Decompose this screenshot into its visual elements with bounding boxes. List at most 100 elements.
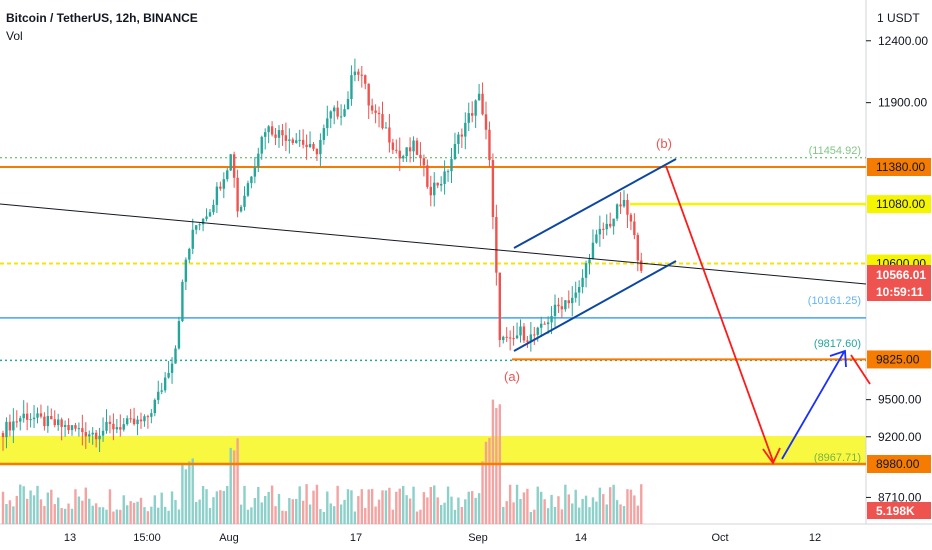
candle-body: [160, 390, 163, 392]
volume-bar: [94, 503, 98, 524]
candle-body: [615, 204, 619, 219]
volume-bar: [619, 504, 622, 524]
volume-bar: [170, 491, 174, 524]
candle-body: [119, 427, 122, 430]
volume-bar: [174, 499, 177, 524]
chart-legend: Bitcoin / TetherUS, 12h, BINANCE Vol: [6, 9, 198, 45]
volume-bar: [184, 469, 188, 524]
volume-bar: [519, 498, 522, 524]
candle-body: [574, 292, 577, 298]
volume-bar: [329, 503, 332, 524]
candle-body: [460, 134, 464, 137]
volume-badge: [867, 502, 931, 519]
candle-body: [515, 335, 519, 339]
candle-body: [139, 419, 143, 422]
volume-bar: [146, 511, 150, 524]
wave-b-label: (b): [656, 136, 672, 151]
candle-body: [129, 418, 132, 420]
volume-bar: [198, 499, 201, 524]
candle-body: [526, 340, 529, 342]
volume-bar: [277, 494, 281, 524]
volume-bar: [88, 498, 91, 524]
candle-body: [298, 139, 301, 141]
volume-badge-label: 5.198K: [876, 504, 915, 518]
volume-bar: [108, 489, 112, 524]
candle-body: [232, 154, 236, 178]
volume-bar: [457, 497, 460, 524]
candle-body: [336, 107, 339, 117]
channel-lower-line: [513, 260, 677, 352]
volume-bar: [364, 507, 367, 524]
candle-body: [408, 147, 412, 152]
volume-bar: [584, 495, 588, 524]
candle-body: [464, 122, 467, 137]
volume-bar: [508, 484, 512, 524]
candle-body: [153, 399, 156, 414]
candle-body: [567, 300, 570, 304]
volume-bar: [115, 509, 119, 524]
volume-bar: [77, 496, 81, 524]
volume-bar: [609, 487, 612, 524]
countdown-label: 10:59:11: [876, 285, 924, 299]
volume-bar: [119, 509, 122, 524]
volume-bar: [25, 498, 29, 524]
volume-bar: [270, 485, 274, 524]
volume-bar: [246, 509, 250, 524]
candle-body: [529, 334, 533, 342]
volume-bar: [226, 486, 229, 524]
wave-a-label: (a): [504, 369, 520, 384]
volume-bar: [291, 499, 294, 524]
volume-bar: [467, 491, 470, 524]
volume-bar: [557, 496, 560, 524]
volume-bar: [163, 506, 167, 524]
volume-bar: [439, 504, 443, 524]
candle-body: [633, 221, 636, 236]
volume-bar: [477, 493, 481, 524]
volume-bar: [5, 504, 8, 524]
projection-down-line: [665, 165, 774, 462]
volume-bar: [522, 492, 526, 524]
candle-body: [63, 424, 67, 427]
candle-body: [405, 147, 408, 157]
volume-bar: [132, 502, 136, 524]
volume-bar: [388, 487, 391, 524]
candle-body: [277, 130, 281, 138]
candle-body: [115, 427, 119, 430]
candle-body: [377, 112, 381, 115]
volume-bar: [591, 497, 595, 524]
volume-bar: [484, 441, 488, 524]
candle-body: [29, 419, 32, 421]
time-tick-label: Aug: [219, 532, 239, 544]
candle-body: [43, 416, 46, 427]
candle-body: [543, 323, 546, 325]
candle-body: [215, 186, 219, 205]
candle-body: [519, 326, 522, 336]
candle-body: [395, 149, 398, 151]
candle-body: [5, 421, 8, 438]
candle-body: [370, 105, 374, 111]
volume-bar: [550, 494, 553, 524]
candle-body: [229, 154, 232, 171]
candle-body: [81, 428, 84, 433]
volume-bar: [488, 437, 491, 524]
volume-bar: [267, 491, 270, 524]
volume-bar: [67, 503, 70, 524]
volume-bar: [415, 511, 419, 524]
volume-bar: [219, 490, 222, 524]
volume-bar: [195, 501, 198, 524]
candle-body: [98, 435, 101, 440]
volume-bar: [153, 495, 156, 524]
volume-bar: [629, 489, 633, 524]
candle-body: [288, 139, 291, 141]
volume-bar: [264, 495, 267, 524]
candle-body: [533, 334, 536, 336]
candle-body: [626, 199, 629, 215]
candle-body: [522, 326, 526, 341]
candle-body: [25, 413, 29, 420]
level-badge-label: 11380.00: [876, 160, 925, 174]
candle-body: [536, 327, 539, 335]
candle-body: [422, 158, 426, 166]
candle-body: [201, 218, 205, 225]
candle-body: [360, 74, 363, 76]
